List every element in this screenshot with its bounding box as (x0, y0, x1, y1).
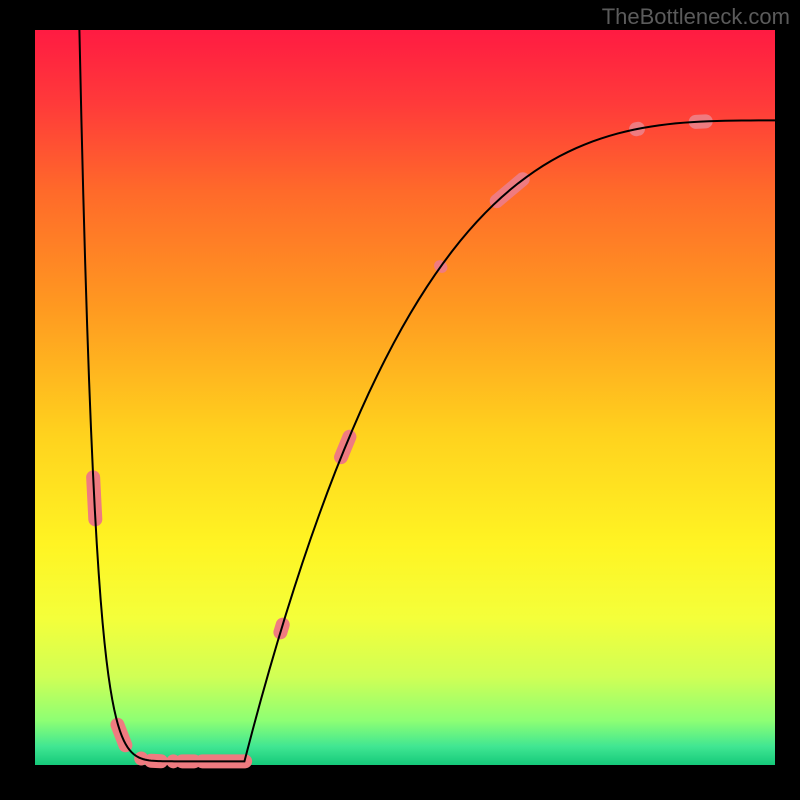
watermark-text: TheBottleneck.com (602, 4, 790, 30)
plot-background (35, 30, 775, 765)
bottleneck-chart (0, 0, 800, 800)
stage: TheBottleneck.com (0, 0, 800, 800)
